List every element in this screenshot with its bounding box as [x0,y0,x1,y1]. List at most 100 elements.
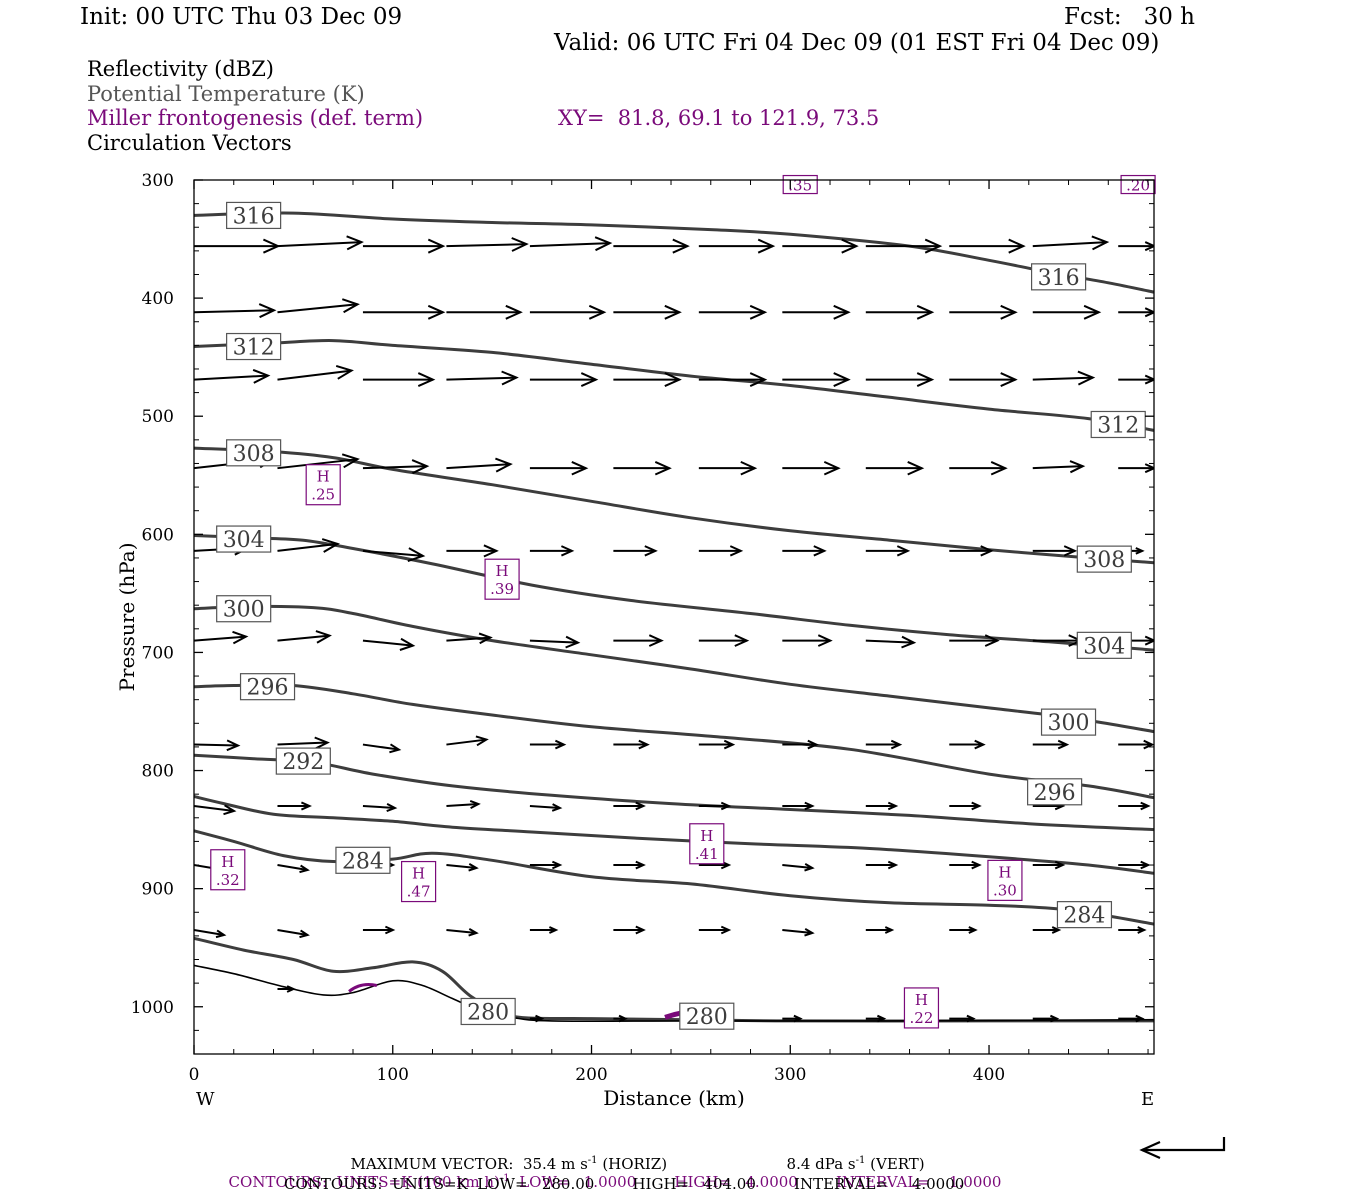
circulation-vector [277,538,340,553]
x-tick-label: 300 [774,1065,806,1085]
circulation-vector [277,801,312,811]
label-text: 300 [1048,711,1090,736]
label-text: 312 [233,336,275,361]
vector-head [974,739,986,750]
vector-head [258,303,277,319]
y-tick-label: 400 [142,289,174,309]
circulation-vector [865,372,935,388]
vector-shaft [362,639,414,647]
label-text: 316 [1038,266,1080,291]
vector-head [1057,739,1070,750]
circulation-vector [362,547,426,563]
circulation-vector [529,1014,545,1023]
theta-contour-label: 312 [226,332,282,361]
maximum-value: .30 [993,881,1017,899]
circulation-vector [194,368,271,384]
vector-head [971,801,982,811]
vector-head [966,1014,976,1023]
vector-head [399,637,416,651]
vector-head [580,372,599,388]
maximum-box [400,860,437,903]
circulation-vector [194,238,281,254]
circulation-vector [865,460,925,476]
vector-head [723,739,736,750]
circulation-vector [613,739,650,750]
vector-head [560,545,575,557]
maximum-value: .41 [695,845,719,863]
vector-head [341,453,360,469]
vector-head [971,860,982,870]
theta-contour-label: 284 [1056,901,1113,929]
circulation-vector [865,860,899,870]
vector-shaft [529,639,578,644]
vector-head [813,545,827,557]
circulation-vector [446,304,523,320]
label-box [226,332,282,361]
theta-contour-304 [194,534,1154,652]
circulation-vector [613,860,646,870]
maximum-box [305,464,341,506]
circulation-vector [1118,307,1154,318]
legend-reflectivity: Reflectivity (dBZ) [87,57,275,81]
label-text: 316 [233,204,275,229]
vector-shaft [529,804,560,809]
circulation-vector [446,863,479,872]
vector-head [1144,307,1154,318]
vector-head [644,545,658,557]
circulation-vector [613,545,658,557]
label-box [1027,778,1083,806]
maximum-value: .25 [311,486,335,504]
vector-head [1063,545,1078,557]
vector-head [890,739,903,750]
circulation-vector [529,635,581,649]
vector-shaft [277,303,358,314]
label-box [460,997,516,1026]
circulation-vector [529,545,575,557]
circulation-vector [277,453,360,470]
theta-contour-label: 280 [460,997,516,1026]
maximum-box [210,849,246,891]
vector-shaft [277,542,338,552]
vector-head [1135,547,1145,555]
label-text: 284 [1063,904,1105,929]
circulation-vector [362,637,416,651]
circulation-vector [949,460,1008,476]
vector-head [804,928,815,937]
circulation-vector [698,925,732,935]
vector-head [1140,801,1151,811]
vector-head [299,864,310,874]
vector-head [1144,635,1154,646]
circulation-vector [698,304,768,320]
vector-head [535,1014,545,1023]
circulation-vector [529,803,563,812]
y-tick-label: 700 [142,643,174,663]
vector-head [749,304,768,320]
vector-shaft [782,928,813,934]
circulation-vector [277,630,332,644]
circulation-vector [782,372,851,388]
label-text: 284 [342,849,384,874]
circulation-vector [362,743,402,754]
vector-shaft [277,929,308,936]
vector-head [501,370,519,386]
vector-head [638,739,650,750]
circulation-vector [1032,235,1110,251]
vector-shaft [277,864,308,872]
vector-head [823,460,841,476]
y-tick-label: 600 [142,525,174,545]
vector-head [215,929,227,939]
maximum-letter: H [998,863,1011,881]
label-text: 304 [1083,634,1125,659]
maximum-box [903,987,940,1029]
circulation-vector [277,736,330,750]
vector-head [495,457,513,473]
circulation-vector [949,545,994,557]
circulation-vector [613,925,646,935]
vector-head [1144,374,1154,385]
theta-contour-296 [194,683,1154,800]
circulation-vector [949,1014,976,1023]
circulation-vector [277,864,310,874]
vector-head [427,304,446,320]
vector-head [475,735,489,747]
vector-head [1051,926,1062,934]
